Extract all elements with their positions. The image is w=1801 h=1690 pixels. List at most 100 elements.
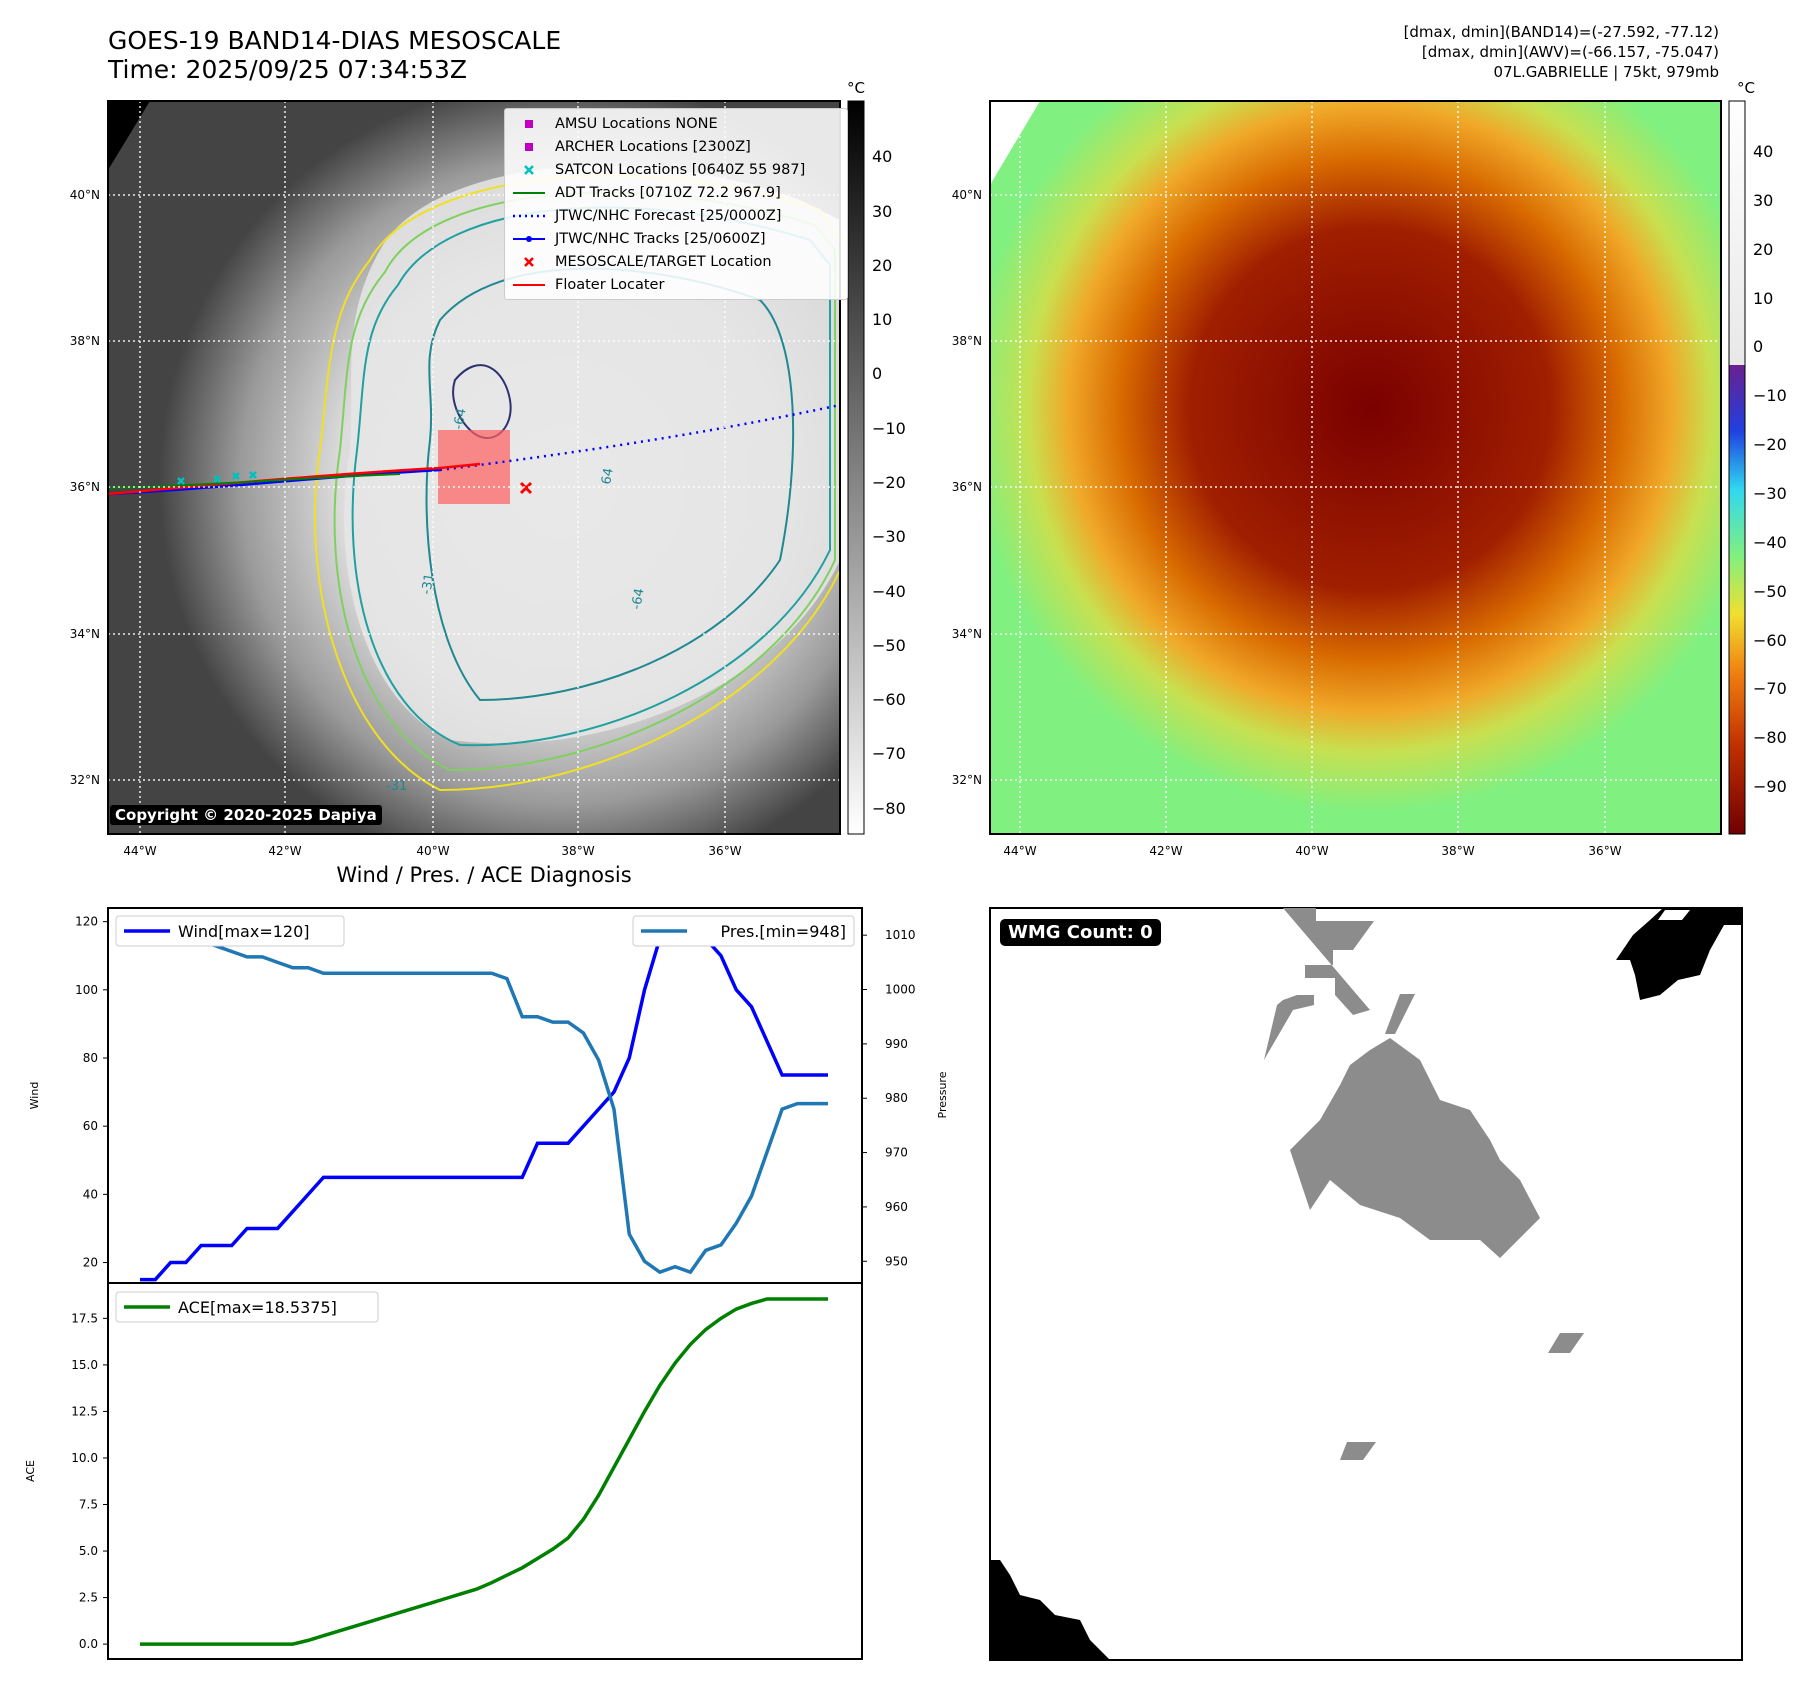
wv-lon-label: 44°W — [1003, 844, 1036, 858]
wind-ytick-label: 100 — [75, 983, 98, 997]
legend-symbol — [511, 185, 547, 201]
ir-colorbar: °C 40 30 20 10 0 −10 −20 −30 −40 −50 −60… — [847, 79, 906, 835]
dmax-band14: [dmax, dmin](BAND14)=(-27.592, -77.12) — [1403, 23, 1719, 41]
legend-label: Floater Locater — [555, 276, 665, 293]
lon-label: 38°W — [561, 844, 594, 858]
diagnosis-chart: 20 40 60 80 100 120 950 960 970 980 990 1000 1010 0.0… — [24, 907, 949, 1660]
wv-cbar-tick: −70 — [1753, 679, 1787, 698]
legend-item: ARCHER Locations [2300Z] — [511, 135, 841, 158]
ir-cbar-tick: −20 — [872, 473, 906, 492]
pressure-ytick-label: 960 — [885, 1200, 908, 1214]
wv-cbar-tick: −30 — [1753, 484, 1787, 503]
wind-ytick-label: 80 — [83, 1051, 98, 1065]
legend-label: MESOSCALE/TARGET Location — [555, 253, 772, 270]
legend-symbol — [511, 162, 547, 178]
contour-label: 64 — [599, 467, 617, 486]
title-product: GOES-19 BAND14-DIAS MESOSCALE — [108, 26, 562, 55]
pressure-ytick-label: 1010 — [885, 928, 916, 942]
best-track — [107, 468, 441, 496]
legend-label: JTWC/NHC Forecast [25/0000Z] — [555, 207, 782, 224]
wv-lat-label: 32°N — [952, 773, 982, 787]
legend-label: SATCON Locations [0640Z 55 987] — [555, 161, 806, 178]
storm-info: 07L.GABRIELLE | 75kt, 979mb — [1493, 63, 1719, 81]
wv-cbar-tick: −50 — [1753, 582, 1787, 601]
wv-lon-label: 40°W — [1295, 844, 1328, 858]
wind-ytick-label: 120 — [75, 915, 98, 929]
lat-label: 36°N — [70, 480, 100, 494]
wv-cbar-tick: −40 — [1753, 533, 1787, 552]
lat-label: 38°N — [70, 334, 100, 348]
wind-pressure-axes — [107, 907, 863, 1284]
contour-label: -31 — [386, 779, 407, 794]
wv-lat-label: 36°N — [952, 480, 982, 494]
lat-label: 32°N — [70, 773, 100, 787]
legend-symbol — [511, 208, 547, 224]
wv-cbar-tick: −60 — [1753, 631, 1787, 650]
lon-label: 44°W — [123, 844, 156, 858]
legend-item: ADT Tracks [0710Z 72.2 967.9] — [511, 181, 841, 204]
ace-legend-label: ACE[max=18.5375] — [178, 1298, 337, 1317]
ace-ytick-label: 15.0 — [71, 1358, 98, 1372]
wmg-black-regions — [990, 908, 1742, 1660]
ir-cbar-tick: 10 — [872, 310, 892, 329]
ace-ytick-label: 17.5 — [71, 1311, 98, 1325]
contour-label: -64 — [629, 587, 647, 611]
wv-lat-label: 34°N — [952, 627, 982, 641]
wind-axis-label: Wind — [28, 1082, 41, 1110]
wv-cbar-tick: 0 — [1753, 337, 1763, 356]
wmg-white-notch — [1658, 910, 1690, 920]
wv-colorbar-unit: °C — [1737, 79, 1755, 97]
dmax-awv: [dmax, dmin](AWV)=(-66.157, -75.047) — [1421, 43, 1719, 61]
ace-ytick-label: 5.0 — [79, 1544, 98, 1558]
ir-cbar-tick: −40 — [872, 582, 906, 601]
wv-lon-label: 38°W — [1441, 844, 1474, 858]
ace-ytick-label: 0.0 — [79, 1637, 98, 1651]
wv-cbar-tick: 10 — [1753, 289, 1773, 308]
legend-item: AMSU Locations NONE — [511, 112, 841, 135]
wmg-count-badge: WMG Count: 0 — [1000, 919, 1161, 946]
legend-symbol — [511, 254, 547, 270]
title-time: Time: 2025/09/25 07:34:53Z — [108, 55, 467, 84]
legend-label: JTWC/NHC Tracks [25/0600Z] — [555, 230, 766, 247]
wind-legend-label: Wind[max=120] — [178, 922, 310, 941]
ir-cbar-tick: −10 — [872, 419, 906, 438]
figure-subtitle: [dmax, dmin](BAND14)=(-27.592, -77.12) [… — [1404, 22, 1719, 82]
wv-map-panel — [989, 100, 1722, 835]
pressure-ytick-label: 980 — [885, 1091, 908, 1105]
target-marker — [519, 481, 533, 495]
diagnosis-title: Wind / Pres. / ACE Diagnosis — [336, 863, 632, 887]
wv-lat-label: 38°N — [952, 334, 982, 348]
legend-label: ADT Tracks [0710Z 72.2 967.9] — [555, 184, 781, 201]
copyright-badge: Copyright © 2020-2025 Dapiya — [110, 805, 382, 825]
ir-cbar-tick: −80 — [872, 799, 906, 818]
ace-ytick-label: 12.5 — [71, 1404, 98, 1418]
wmg-gray-regions — [1264, 908, 1584, 1460]
pressure-series-line — [140, 922, 828, 1275]
legend-symbol — [511, 116, 547, 132]
legend-symbol — [511, 231, 547, 247]
legend-item: JTWC/NHC Forecast [25/0000Z] — [511, 204, 841, 227]
pressure-legend-label: Pres.[min=948] — [721, 922, 846, 941]
pressure-legend-box — [632, 915, 855, 947]
ace-ytick-label: 7.5 — [79, 1498, 98, 1512]
ir-cbar-tick: 30 — [872, 202, 892, 221]
wind-legend-box — [115, 915, 345, 947]
adt-track — [109, 473, 401, 489]
wv-colorbar: °C 40 30 20 10 0 −10 −20 −30 −40 −50 −60… — [1728, 79, 1787, 835]
wind-ytick-label: 60 — [83, 1119, 98, 1133]
wind-series-line — [140, 919, 828, 1282]
wv-cbar-tick: 40 — [1753, 142, 1773, 161]
ir-cbar-tick: 0 — [872, 364, 882, 383]
pressure-ytick-label: 1000 — [885, 983, 916, 997]
pressure-axis-label: Pressure — [936, 1071, 949, 1118]
ir-cbar-tick: −50 — [872, 636, 906, 655]
legend-item: SATCON Locations [0640Z 55 987] — [511, 158, 841, 181]
forecast-track — [439, 403, 841, 472]
lat-label: 34°N — [70, 627, 100, 641]
legend-item: JTWC/NHC Tracks [25/0600Z] — [511, 227, 841, 250]
ir-cbar-tick: −70 — [872, 744, 906, 763]
wv-lat-label: 40°N — [952, 188, 982, 202]
pressure-ytick-label: 990 — [885, 1037, 908, 1051]
wv-cbar-tick: −80 — [1753, 728, 1787, 747]
ir-cbar-tick: −60 — [872, 690, 906, 709]
